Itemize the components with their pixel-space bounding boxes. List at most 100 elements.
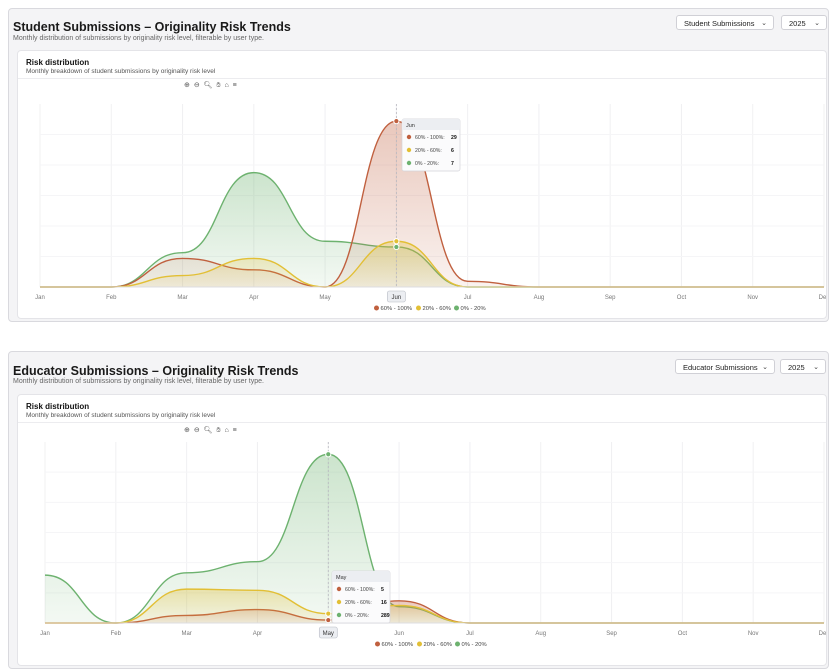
user-type-select[interactable]: Student Submissions ⌄	[676, 15, 774, 30]
card-title: Risk distribution	[26, 58, 90, 67]
x-tick-label: Jul	[466, 631, 474, 637]
zoom-in-icon[interactable]: ⊕	[184, 82, 191, 89]
card-subtitle: Monthly breakdown of student submissions…	[26, 412, 216, 419]
series-area	[45, 454, 824, 623]
legend-marker	[454, 305, 459, 311]
legend-marker	[417, 641, 422, 647]
year-select-value: 2025	[789, 19, 806, 28]
legend-marker	[374, 305, 379, 311]
legend-label: 0% - 20%	[461, 306, 486, 312]
tooltip: May 60% - 100%: 5 20% - 60%: 16 0% - 20%: 289	[331, 570, 391, 624]
divider	[18, 78, 826, 79]
tooltip-header	[402, 119, 460, 130]
x-tick-label: Dec	[819, 295, 826, 301]
hover-point	[393, 118, 400, 125]
x-tick-label: Mar	[181, 631, 191, 637]
tooltip-value: 16	[381, 600, 387, 606]
tooltip-marker	[406, 160, 412, 166]
hover-point	[393, 243, 400, 251]
year-select[interactable]: 2025 ⌄	[781, 15, 827, 30]
series-area	[45, 589, 824, 623]
tooltip-label: 60% - 100%:	[345, 587, 375, 593]
x-tick-label: Apr	[249, 295, 258, 301]
hover-month-badge	[318, 626, 338, 639]
zoom-out-icon[interactable]: ⊖	[193, 82, 201, 89]
chevron-down-icon: ⌄	[813, 364, 819, 371]
home-icon[interactable]: ⌂	[224, 427, 230, 434]
chevron-down-icon: ⌄	[814, 20, 820, 27]
tooltip-value: 29	[451, 135, 457, 141]
x-tick-label: Aug	[534, 295, 545, 301]
hover-month-badge	[387, 290, 406, 303]
tooltip-value: 5	[381, 587, 384, 593]
year-select[interactable]: 2025 ⌄	[780, 359, 826, 374]
menu-icon[interactable]: ≡	[232, 82, 238, 89]
page-title: Educator Submissions – Originality Risk …	[13, 364, 299, 378]
user-type-select[interactable]: Educator Submissions ⌄	[675, 359, 775, 374]
x-tick-label: Mar	[177, 295, 187, 301]
tooltip-header	[332, 571, 390, 582]
card-subtitle: Monthly breakdown of student submissions…	[26, 68, 216, 75]
chart-card: Risk distribution Monthly breakdown of s…	[17, 394, 827, 666]
home-icon[interactable]: ⌂	[224, 82, 230, 89]
x-tick-label: Dec	[819, 631, 826, 637]
tooltip-value: 6	[451, 148, 454, 154]
x-tick-label: Apr	[253, 631, 262, 637]
hover-point	[325, 451, 332, 458]
legend-label: 20% - 60%	[423, 306, 451, 312]
hover-month-badge-label: Jun	[392, 295, 402, 301]
tooltip-label: 20% - 60%:	[345, 600, 372, 606]
tooltip-month: May	[336, 575, 347, 581]
x-tick-label: Aug	[535, 631, 546, 637]
x-tick-label: Sep	[606, 631, 617, 637]
pan-hand-icon[interactable]: ✋︎	[216, 82, 222, 89]
hover-month-badge-label: May	[323, 631, 334, 637]
series-area	[40, 172, 824, 287]
tooltip-label: 60% - 100%:	[415, 135, 445, 141]
page-title: Student Submissions – Originality Risk T…	[13, 20, 291, 34]
magnifier-icon[interactable]: 🔍︎	[203, 427, 214, 434]
zoom-out-icon[interactable]: ⊖	[193, 427, 201, 434]
user-type-select-value: Educator Submissions	[683, 363, 758, 372]
educator-panel: Educator Submissions – Originality Risk …	[8, 351, 829, 669]
magnifier-icon[interactable]: 🔍︎	[203, 82, 214, 89]
hover-point	[325, 610, 332, 617]
chart-toolbar: ⊕ ⊖ 🔍︎ ✋︎ ⌂ ≡	[184, 81, 238, 90]
x-tick-label: Feb	[106, 295, 117, 301]
card-title: Risk distribution	[26, 402, 90, 411]
tooltip-label: 0% - 20%:	[345, 613, 369, 619]
hover-point	[393, 238, 400, 245]
divider	[18, 422, 826, 423]
x-tick-label: Sep	[605, 295, 616, 301]
x-tick-label: Oct	[678, 631, 688, 637]
student-panel: Student Submissions – Originality Risk T…	[8, 8, 829, 322]
zoom-in-icon[interactable]: ⊕	[184, 427, 191, 434]
year-select-value: 2025	[788, 363, 805, 372]
legend-marker	[416, 305, 421, 311]
pan-hand-icon[interactable]: ✋︎	[216, 427, 222, 434]
legend-marker	[455, 641, 460, 647]
x-tick-label: Jan	[40, 631, 50, 637]
tooltip-value: 289	[381, 613, 390, 619]
menu-icon[interactable]: ≡	[232, 427, 238, 434]
x-tick-label: May	[319, 295, 330, 301]
x-tick-label: Jun	[394, 631, 404, 637]
tooltip-marker	[336, 612, 342, 618]
tooltip-marker	[336, 599, 342, 605]
x-tick-label: Jul	[464, 295, 472, 301]
chevron-down-icon: ⌄	[761, 20, 767, 27]
x-tick-label: Nov	[747, 295, 758, 301]
tooltip-label: 20% - 60%:	[415, 148, 442, 154]
legend-label: 0% - 20%	[462, 642, 487, 648]
chart-card: Risk distribution Monthly breakdown of s…	[17, 50, 827, 319]
tooltip-marker	[406, 134, 412, 140]
hover-point	[325, 616, 332, 624]
area-chart: JanFebMarAprMayJunJulAugSepOctNovDecMayM…	[40, 442, 826, 648]
page-subtitle: Monthly distribution of submissions by o…	[13, 35, 264, 42]
legend-marker	[375, 641, 380, 647]
x-tick-label: Nov	[748, 631, 759, 637]
x-tick-label: Oct	[677, 295, 687, 301]
legend-label: 60% - 100%	[381, 306, 413, 312]
legend-label: 60% - 100%	[382, 642, 414, 648]
